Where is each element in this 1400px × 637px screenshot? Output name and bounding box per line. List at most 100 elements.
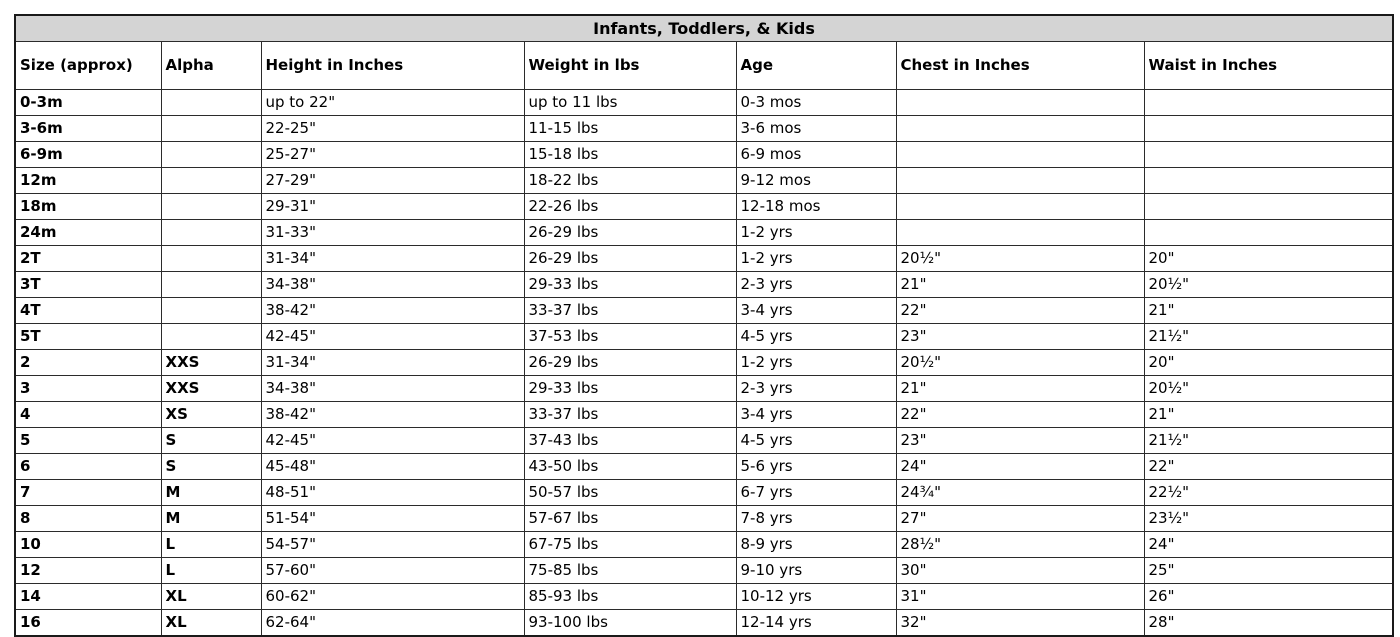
cell-alpha: XL: [160, 609, 262, 637]
table-row: 5T 42-45" 37-53 lbs 4-5 yrs 23" 21½": [14, 323, 1394, 350]
cell-age: 6-7 yrs: [735, 479, 897, 506]
cell-age: 1-2 yrs: [735, 349, 897, 376]
cell-alpha: [160, 219, 262, 246]
cell-chest: 22": [895, 297, 1145, 324]
cell-height: up to 22": [260, 89, 525, 116]
cell-weight: 29-33 lbs: [523, 271, 737, 298]
cell-waist: 21": [1143, 297, 1394, 324]
cell-weight: 37-53 lbs: [523, 323, 737, 350]
cell-height: 34-38": [260, 271, 525, 298]
cell-height: 31-34": [260, 245, 525, 272]
cell-chest: [895, 115, 1145, 142]
cell-chest: [895, 141, 1145, 168]
cell-age: 2-3 yrs: [735, 375, 897, 402]
cell-size: 6-9m: [14, 141, 162, 168]
cell-age: 4-5 yrs: [735, 323, 897, 350]
cell-age: 2-3 yrs: [735, 271, 897, 298]
cell-weight: 15-18 lbs: [523, 141, 737, 168]
cell-weight: 37-43 lbs: [523, 427, 737, 454]
cell-size: 4T: [14, 297, 162, 324]
cell-waist: 28": [1143, 609, 1394, 637]
table-row: 7 M 48-51" 50-57 lbs 6-7 yrs 24¾" 22½": [14, 479, 1394, 506]
cell-height: 42-45": [260, 427, 525, 454]
table-row: 6-9m 25-27" 15-18 lbs 6-9 mos: [14, 141, 1394, 168]
cell-waist: 25": [1143, 557, 1394, 584]
cell-chest: [895, 193, 1145, 220]
cell-height: 27-29": [260, 167, 525, 194]
table-row: 2 XXS 31-34" 26-29 lbs 1-2 yrs 20½" 20": [14, 349, 1394, 376]
cell-age: 0-3 mos: [735, 89, 897, 116]
cell-waist: 21½": [1143, 427, 1394, 454]
cell-waist: 20½": [1143, 271, 1394, 298]
cell-waist: 24": [1143, 531, 1394, 558]
cell-size: 12: [14, 557, 162, 584]
cell-age: 6-9 mos: [735, 141, 897, 168]
cell-height: 38-42": [260, 401, 525, 428]
cell-weight: 57-67 lbs: [523, 505, 737, 532]
cell-size: 3-6m: [14, 115, 162, 142]
cell-height: 51-54": [260, 505, 525, 532]
table-row: 2T 31-34" 26-29 lbs 1-2 yrs 20½" 20": [14, 245, 1394, 272]
cell-weight: 67-75 lbs: [523, 531, 737, 558]
table-row: 18m 29-31" 22-26 lbs 12-18 mos: [14, 193, 1394, 220]
cell-age: 3-4 yrs: [735, 401, 897, 428]
size-chart-head: Infants, Toddlers, & Kids Size (approx) A…: [14, 14, 1394, 90]
cell-age: 1-2 yrs: [735, 245, 897, 272]
cell-size: 5T: [14, 323, 162, 350]
cell-alpha: XXS: [160, 375, 262, 402]
cell-size: 2T: [14, 245, 162, 272]
cell-size: 14: [14, 583, 162, 610]
cell-height: 45-48": [260, 453, 525, 480]
cell-size: 6: [14, 453, 162, 480]
cell-alpha: L: [160, 531, 262, 558]
column-header-row: Size (approx) Alpha Height in Inches Weight…: [14, 41, 1394, 90]
cell-weight: 93-100 lbs: [523, 609, 737, 637]
cell-height: 22-25": [260, 115, 525, 142]
cell-size: 3T: [14, 271, 162, 298]
table-row: 12 L 57-60" 75-85 lbs 9-10 yrs 30" 25": [14, 557, 1394, 584]
cell-height: 48-51": [260, 479, 525, 506]
cell-chest: [895, 167, 1145, 194]
table-row: 14 XL 60-62" 85-93 lbs 10-12 yrs 31" 26": [14, 583, 1394, 610]
cell-waist: 21½": [1143, 323, 1394, 350]
cell-waist: 20": [1143, 349, 1394, 376]
cell-alpha: [160, 167, 262, 194]
column-header-1: Alpha: [160, 41, 262, 90]
table-row: 8 M 51-54" 57-67 lbs 7-8 yrs 27" 23½": [14, 505, 1394, 532]
cell-age: 9-10 yrs: [735, 557, 897, 584]
cell-age: 12-14 yrs: [735, 609, 897, 637]
cell-chest: 22": [895, 401, 1145, 428]
cell-waist: [1143, 115, 1394, 142]
table-row: 5 S 42-45" 37-43 lbs 4-5 yrs 23" 21½": [14, 427, 1394, 454]
table-row: 12m 27-29" 18-22 lbs 9-12 mos: [14, 167, 1394, 194]
column-header-3: Weight in lbs: [523, 41, 737, 90]
cell-size: 10: [14, 531, 162, 558]
cell-age: 10-12 yrs: [735, 583, 897, 610]
cell-waist: [1143, 193, 1394, 220]
cell-height: 62-64": [260, 609, 525, 637]
table-row: 24m 31-33" 26-29 lbs 1-2 yrs: [14, 219, 1394, 246]
cell-size: 8: [14, 505, 162, 532]
cell-alpha: [160, 271, 262, 298]
cell-alpha: M: [160, 505, 262, 532]
cell-chest: 27": [895, 505, 1145, 532]
cell-height: 42-45": [260, 323, 525, 350]
cell-weight: 85-93 lbs: [523, 583, 737, 610]
cell-size: 2: [14, 349, 162, 376]
cell-waist: [1143, 219, 1394, 246]
cell-height: 57-60": [260, 557, 525, 584]
cell-height: 54-57": [260, 531, 525, 558]
cell-alpha: [160, 245, 262, 272]
title-row: Infants, Toddlers, & Kids: [14, 14, 1394, 42]
cell-size: 5: [14, 427, 162, 454]
cell-waist: 20": [1143, 245, 1394, 272]
cell-chest: 23": [895, 323, 1145, 350]
cell-alpha: [160, 297, 262, 324]
cell-weight: 26-29 lbs: [523, 219, 737, 246]
cell-chest: [895, 219, 1145, 246]
table-row: 0-3m up to 22" up to 11 lbs 0-3 mos: [14, 89, 1394, 116]
cell-age: 3-4 yrs: [735, 297, 897, 324]
cell-age: 7-8 yrs: [735, 505, 897, 532]
cell-alpha: S: [160, 453, 262, 480]
table-row: 3T 34-38" 29-33 lbs 2-3 yrs 21" 20½": [14, 271, 1394, 298]
